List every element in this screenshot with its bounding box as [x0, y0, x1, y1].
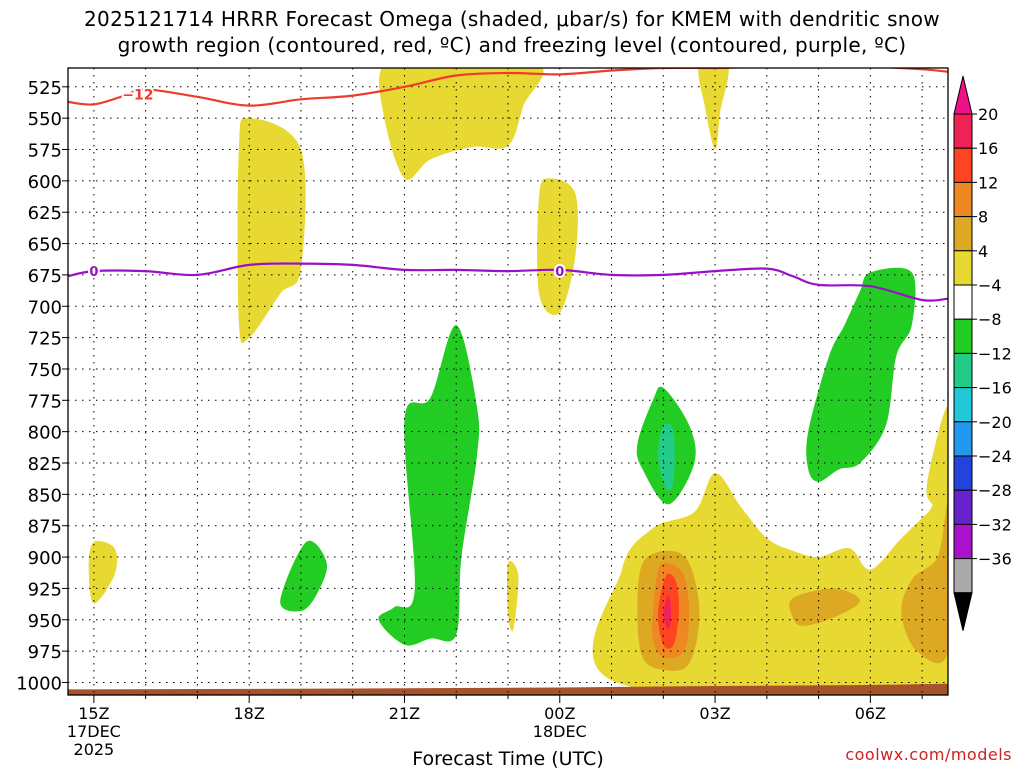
- colorbar-swatch-3: [953, 216, 973, 252]
- x-tick-label-18Z: 18Z: [234, 704, 265, 723]
- y-tick-label-650: 650: [28, 235, 62, 256]
- colorbar-label-1: 16: [978, 139, 998, 158]
- y-tick-label-825: 825: [28, 454, 62, 475]
- y-tick-label-900: 900: [28, 548, 62, 569]
- x-tick-label-21Z: 21Z: [389, 704, 420, 723]
- y-tick-label-975: 975: [28, 642, 62, 663]
- title-line-2: growth region (contoured, red, ºC) and f…: [117, 33, 907, 57]
- omega-region-5: [507, 561, 519, 632]
- x-tick-label-15Z: 15Z: [78, 704, 109, 723]
- dgz-contour-line: [68, 68, 948, 107]
- y-tick-label-625: 625: [28, 203, 62, 224]
- omega-shading: [68, 68, 948, 695]
- y-tick-label-775: 775: [28, 391, 62, 412]
- colorbar-swatch-0: [953, 113, 973, 149]
- colorbar-top-arrow: [953, 75, 973, 115]
- x-tick-date-00Z: 18DEC: [533, 722, 587, 741]
- x-tick-label-03Z: 03Z: [699, 704, 730, 723]
- x-tick-date-15Z: 17DEC: [67, 722, 121, 741]
- colorbar-swatch-11: [953, 489, 973, 525]
- colorbar-swatch-6: [953, 318, 973, 354]
- y-tick-label-875: 875: [28, 517, 62, 538]
- colorbar-swatch-7: [953, 352, 973, 389]
- colorbar-label-7: −12: [978, 344, 1012, 363]
- colorbar-swatch-1: [953, 147, 973, 183]
- credit-text: coolwx.com/models: [845, 745, 1012, 764]
- y-tick-label-575: 575: [28, 141, 62, 162]
- y-tick-label-700: 700: [28, 297, 62, 318]
- omega-region-14: [280, 540, 328, 612]
- colorbar-bottom-arrow: [953, 592, 973, 631]
- colorbar: 20 16 12 8 4 −4 −8 −12 −16 −20 −24 −28 −32 −36: [953, 75, 1012, 631]
- y-tick-label-675: 675: [28, 266, 62, 287]
- colorbar-label-5: −4: [978, 276, 1002, 295]
- y-tick-label-1000: 1000: [16, 673, 62, 694]
- colorbar-label-10: −24: [978, 447, 1012, 466]
- omega-region-10: [901, 504, 948, 664]
- contour-lines: [68, 68, 948, 302]
- colorbar-label-3: 8: [978, 208, 988, 227]
- colorbar-swatch-10: [953, 455, 973, 491]
- colorbar-label-9: −20: [978, 413, 1012, 432]
- y-tick-label-800: 800: [28, 423, 62, 444]
- colorbar-label-8: −16: [978, 379, 1012, 398]
- freezing-level-label-1: 0: [555, 265, 564, 280]
- colorbar-swatch-2: [953, 181, 973, 218]
- omega-region-13: [663, 594, 672, 630]
- omega-region-0: [379, 68, 544, 180]
- colorbar-label-13: −36: [978, 550, 1012, 569]
- omega-region-3: [698, 68, 729, 150]
- y-tick-label-725: 725: [28, 329, 62, 350]
- dgz-contour-label: −12: [122, 87, 153, 103]
- omega-region-7: [926, 406, 948, 517]
- colorbar-label-0: 20: [978, 105, 998, 124]
- y-tick-label-600: 600: [28, 172, 62, 193]
- title-line-1: 2025121714 HRRR Forecast Omega (shaded, …: [84, 7, 940, 31]
- omega-region-1: [237, 118, 306, 344]
- omega-region-9: [789, 588, 860, 626]
- axes: −12 0 0 525 550 575 600 625 650 675 700 725 750 775 80…: [16, 67, 949, 768]
- chart-title: 2025121714 HRRR Forecast Omega (shaded, …: [0, 6, 1024, 58]
- y-tick-label-550: 550: [28, 109, 62, 130]
- y-tick-label-950: 950: [28, 611, 62, 632]
- colorbar-swatch-12: [953, 523, 973, 560]
- x-tick-year-15Z: 2025: [74, 740, 115, 759]
- omega-region-17: [658, 423, 675, 491]
- x-tick-label-06Z: 06Z: [855, 704, 886, 723]
- colorbar-label-12: −32: [978, 515, 1012, 534]
- colorbar-swatch-9: [953, 421, 973, 457]
- freezing-level-line: [68, 262, 948, 302]
- colorbar-swatch-4: [953, 250, 973, 286]
- omega-region-2: [537, 178, 578, 315]
- colorbar-label-4: 4: [978, 242, 988, 261]
- omega-region-18: [806, 267, 916, 482]
- y-tick-label-750: 750: [28, 360, 62, 381]
- omega-region-4: [88, 540, 118, 604]
- x-tick-label-00Z: 00Z: [544, 704, 575, 723]
- colorbar-swatch-5: [953, 284, 973, 320]
- colorbar-swatch-8: [953, 387, 973, 423]
- x-axis-title: Forecast Time (UTC): [412, 748, 603, 768]
- omega-region-15: [378, 325, 480, 646]
- y-tick-label-925: 925: [28, 579, 62, 600]
- terrain-surface: [68, 683, 948, 695]
- colorbar-label-11: −28: [978, 481, 1012, 500]
- colorbar-label-2: 12: [978, 173, 998, 192]
- y-tick-label-850: 850: [28, 485, 62, 506]
- colorbar-swatch-13: [953, 558, 973, 594]
- freezing-level-label-0: 0: [89, 265, 98, 280]
- colorbar-label-6: −8: [978, 310, 1002, 329]
- y-tick-label-525: 525: [28, 78, 62, 99]
